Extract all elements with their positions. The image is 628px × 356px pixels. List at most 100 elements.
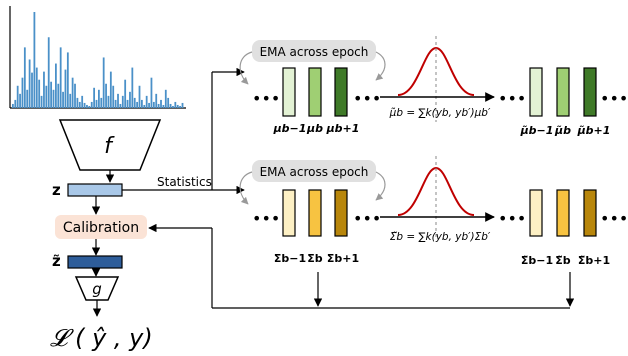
histogram-bar bbox=[164, 89, 167, 108]
histogram-bar bbox=[23, 47, 26, 108]
histogram-bar bbox=[57, 83, 60, 108]
histogram-bar bbox=[21, 77, 24, 108]
top-mu-b-plus-1 bbox=[334, 67, 348, 117]
top-mu-tilde-b-minus-1 bbox=[529, 67, 543, 117]
histogram-bar bbox=[133, 97, 136, 108]
histogram-bar bbox=[40, 95, 43, 108]
bottom-label-sigma-tilde-b-plus-1: Σ̃b+1 bbox=[578, 254, 610, 267]
ztilde-label: z̃ bbox=[52, 252, 61, 270]
top-label-mu-b-minus-1: μb−1 bbox=[273, 122, 307, 135]
histogram-bar bbox=[174, 101, 177, 108]
top-mu-tilde-b-plus-1 bbox=[583, 67, 597, 117]
histogram-bar bbox=[78, 101, 81, 108]
top-label-mu-tilde-b: μ̃b bbox=[554, 124, 571, 137]
histogram-bar bbox=[145, 95, 148, 108]
bottom-row-covariance: EMA across epoch ••• ••• Σb−1 Σb Σb+1 Σ̃… bbox=[239, 156, 628, 267]
top-ema-right-arrow bbox=[375, 51, 386, 81]
histogram-bar bbox=[90, 101, 93, 108]
bottom-mid-dots: ••• bbox=[353, 209, 381, 228]
histogram-bar bbox=[95, 99, 98, 108]
histogram-bar bbox=[143, 104, 146, 108]
histogram-bar bbox=[109, 71, 112, 108]
bottom-label-sigma-b-plus-1: Σb+1 bbox=[327, 252, 359, 265]
top-ema-label: EMA across epoch bbox=[260, 45, 369, 59]
bottom-ema-box bbox=[252, 160, 376, 182]
histogram-bars bbox=[12, 12, 184, 109]
histogram-bar bbox=[114, 99, 117, 108]
histogram-bar bbox=[71, 77, 74, 108]
histogram-bar bbox=[138, 85, 141, 108]
histogram-bar bbox=[38, 79, 41, 108]
histogram-bar bbox=[155, 93, 158, 108]
bottom-formula: Σ̃b = ∑k(yb, yb′)Σb′ bbox=[390, 231, 491, 243]
histogram-bar bbox=[81, 95, 84, 108]
z-label: z bbox=[52, 181, 61, 199]
histogram-bar bbox=[181, 102, 184, 108]
encoder-f: f bbox=[58, 119, 162, 171]
histogram-bar bbox=[76, 97, 79, 108]
ztilde-feature-bar bbox=[67, 255, 123, 269]
top-right-left-dots: ••• bbox=[498, 89, 526, 108]
loss-label: 𝓛 ( ŷ , y) bbox=[50, 324, 153, 352]
histogram-bar bbox=[126, 99, 129, 108]
statistics-label: Statistics bbox=[157, 175, 212, 189]
histogram-bar bbox=[31, 72, 33, 108]
histogram-bar bbox=[169, 103, 172, 108]
top-label-mu-tilde-b-minus-1: μ̃b−1 bbox=[520, 124, 554, 137]
histogram-bar bbox=[150, 77, 153, 108]
bottom-sigma-b-minus-1 bbox=[282, 189, 296, 237]
calibration-label: Calibration bbox=[63, 220, 139, 236]
histogram-bar bbox=[14, 99, 17, 108]
histogram-bar bbox=[100, 97, 103, 108]
histogram-bar bbox=[83, 102, 86, 108]
bottom-left-dots: ••• bbox=[252, 209, 280, 228]
histogram-bar bbox=[148, 102, 150, 108]
calibration-box bbox=[55, 215, 147, 239]
histogram-bar bbox=[16, 85, 19, 108]
histogram-bar bbox=[121, 95, 124, 108]
histogram-bar bbox=[107, 95, 110, 108]
top-ema-box bbox=[252, 40, 376, 62]
histogram-bar bbox=[19, 93, 21, 108]
histogram-bar bbox=[93, 87, 96, 108]
top-mu-b bbox=[308, 67, 322, 117]
histogram-bar bbox=[98, 89, 100, 108]
histogram-bar bbox=[35, 67, 38, 108]
histogram-bar bbox=[52, 89, 55, 108]
histogram-bar bbox=[47, 37, 50, 109]
bottom-sigma-tilde-b-minus-1 bbox=[529, 189, 543, 237]
histogram-bar bbox=[86, 104, 88, 108]
bottom-ema-left-arrow bbox=[239, 171, 253, 205]
histogram-bar bbox=[59, 47, 62, 108]
histogram-bar bbox=[102, 57, 105, 108]
histogram-bar bbox=[50, 81, 53, 108]
bottom-label-sigma-tilde-b-minus-1: Σ̃b−1 bbox=[521, 254, 553, 267]
histogram-bar bbox=[55, 63, 57, 108]
top-ema-left-arrow bbox=[239, 51, 253, 85]
bottom-label-sigma-b-minus-1: Σb−1 bbox=[274, 252, 306, 265]
top-left-dots: ••• bbox=[252, 89, 280, 108]
histogram-bar bbox=[167, 97, 170, 108]
top-formula: μ̃b = ∑k(yb, yb′)μb′ bbox=[389, 107, 491, 119]
histogram-bar bbox=[105, 83, 107, 108]
histogram-bar bbox=[26, 89, 29, 108]
histogram-bar bbox=[88, 105, 91, 108]
histogram-bar bbox=[131, 67, 134, 108]
top-row-mean: EMA across epoch ••• ••• μb−1 μb μb+1 μ̃… bbox=[239, 36, 628, 137]
histogram-bar bbox=[45, 85, 48, 108]
bottom-sigma-tilde-b bbox=[556, 189, 570, 237]
bottom-right-left-dots: ••• bbox=[498, 209, 526, 228]
histogram-bar bbox=[119, 103, 122, 108]
histogram-bar bbox=[176, 104, 179, 108]
histogram-bar bbox=[172, 105, 174, 108]
top-mu-tilde-b bbox=[556, 67, 570, 117]
bottom-sigma-b bbox=[308, 189, 322, 237]
histogram-bar bbox=[43, 71, 45, 108]
histogram-bar bbox=[33, 12, 36, 108]
classifier-g-label: g bbox=[92, 280, 102, 298]
z-feature-bar bbox=[67, 183, 123, 197]
top-label-mu-b-plus-1: μb+1 bbox=[326, 122, 360, 135]
histogram-bar bbox=[157, 103, 160, 108]
histogram-bar bbox=[162, 104, 165, 108]
